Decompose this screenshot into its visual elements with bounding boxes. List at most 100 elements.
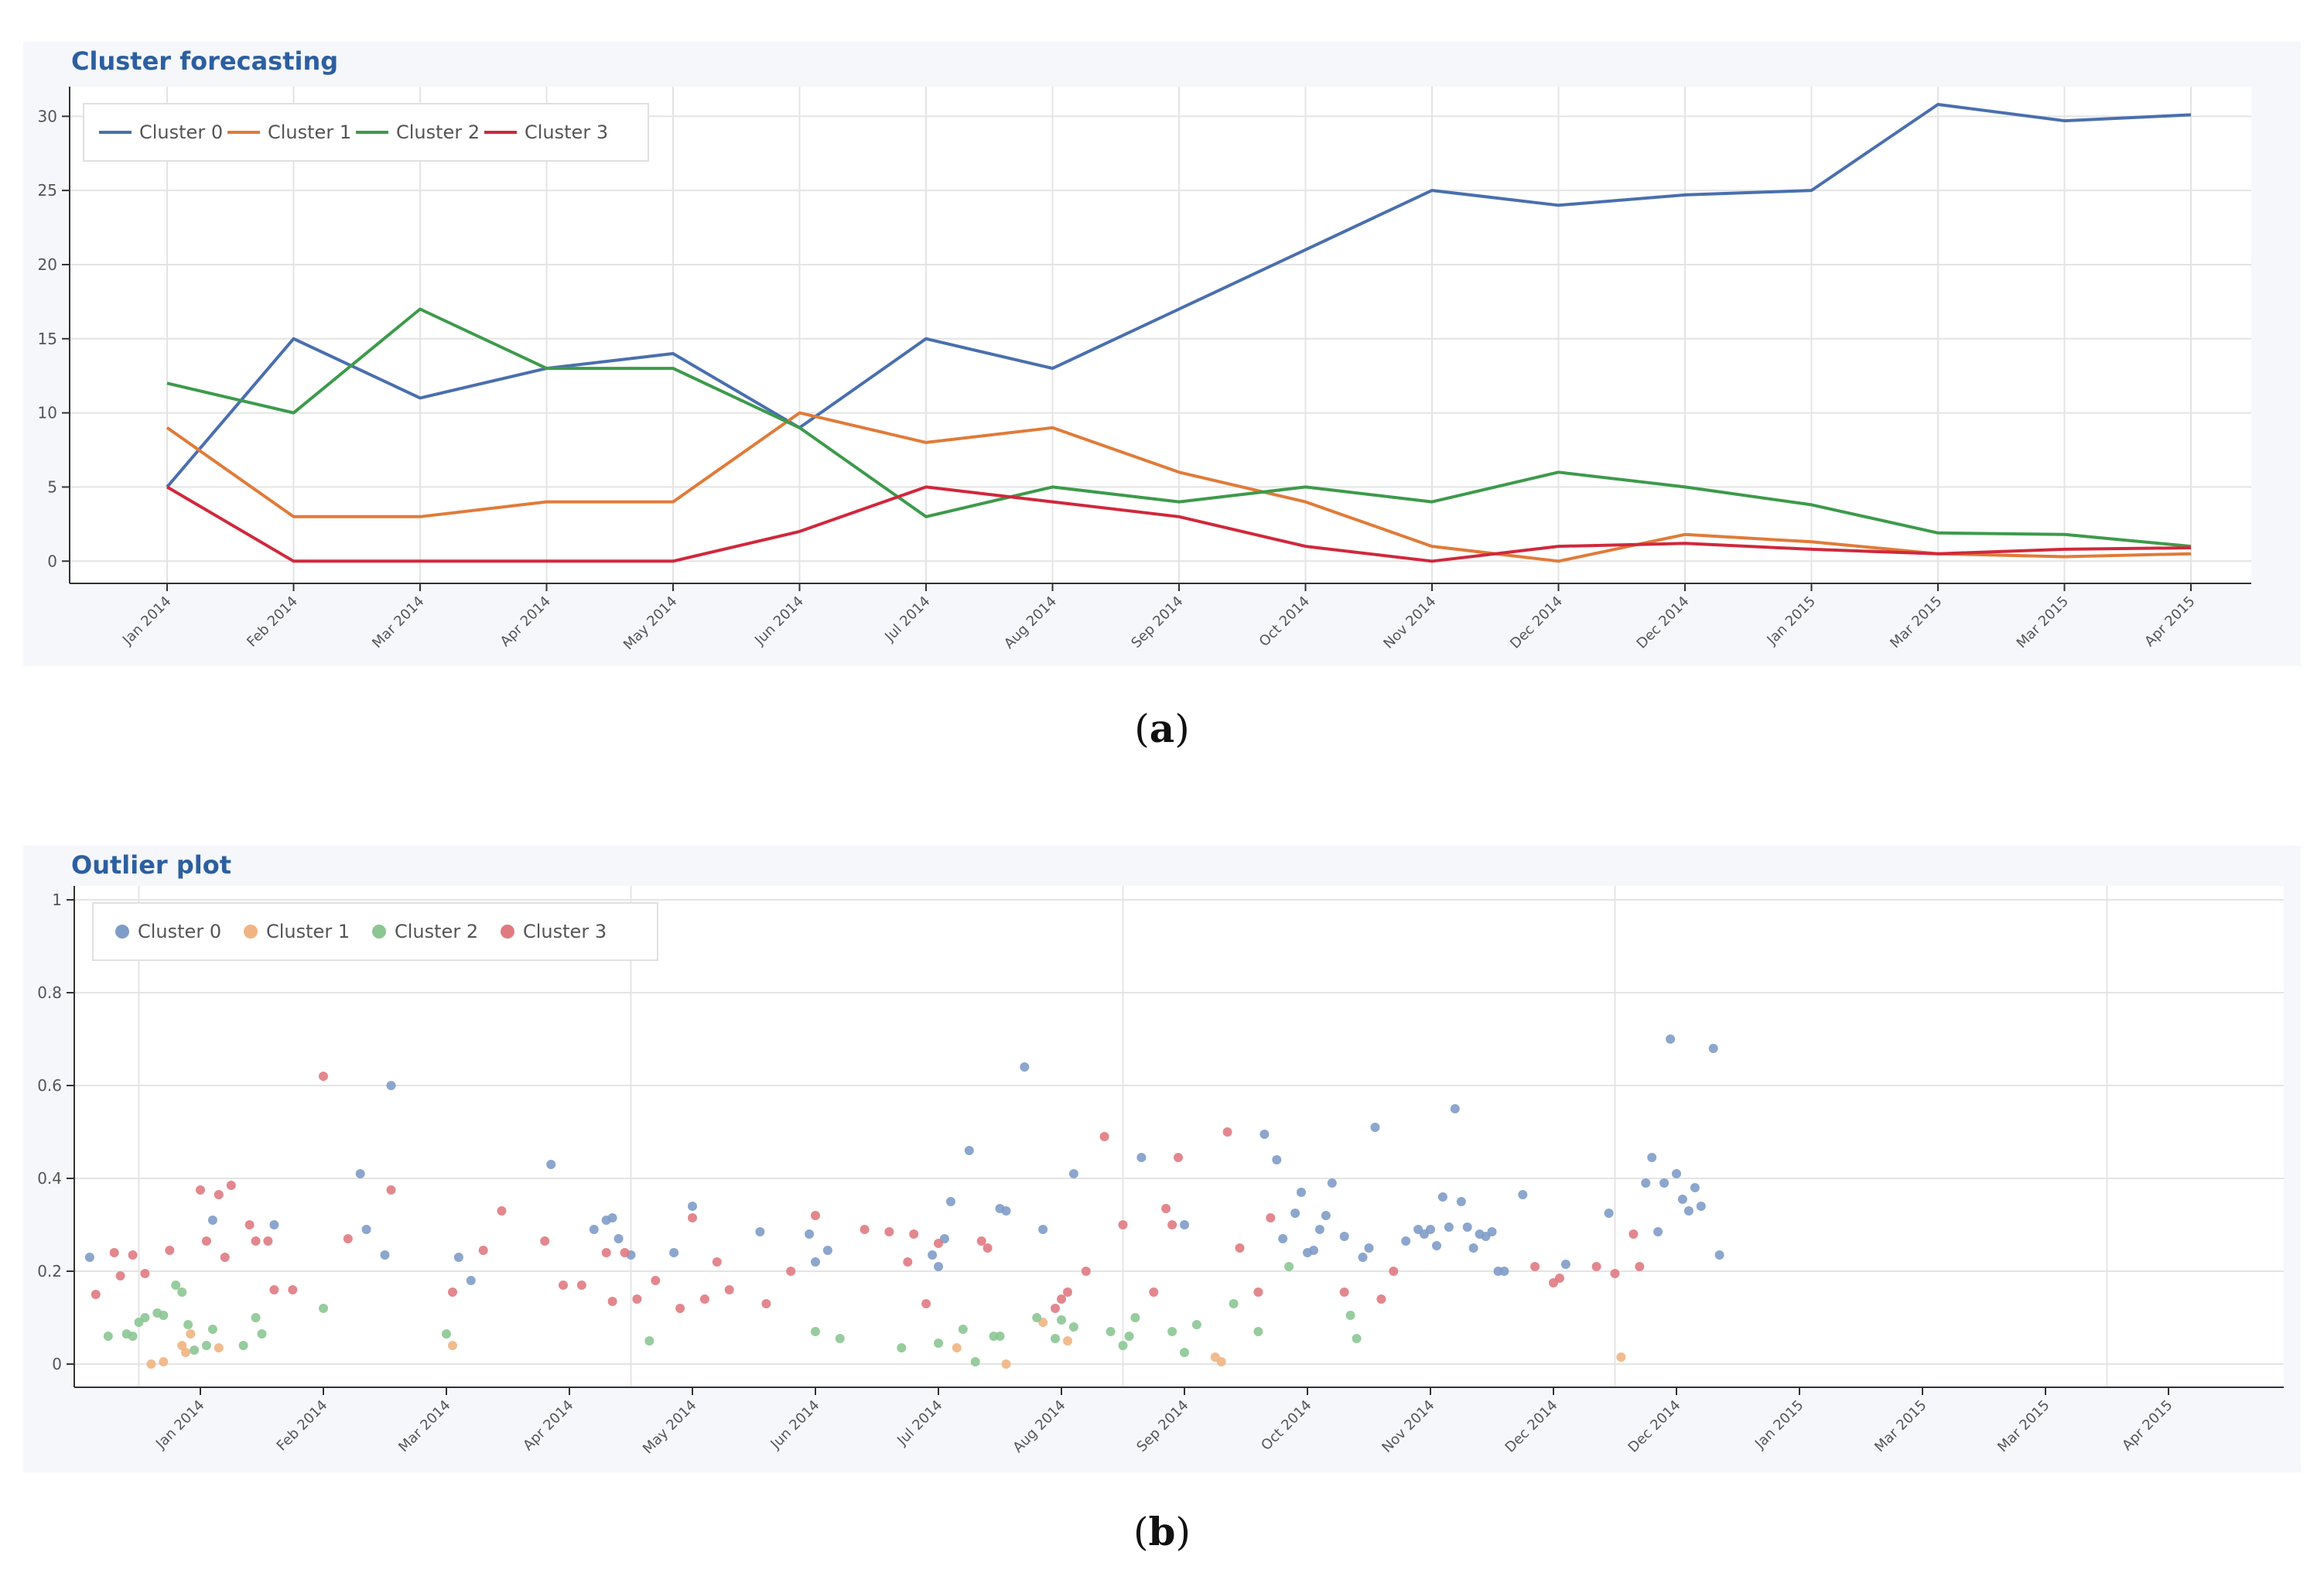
scatter-point: [1444, 1222, 1454, 1232]
scatter-point: [1222, 1127, 1232, 1137]
scatter-point: [497, 1206, 507, 1216]
scatter-point: [128, 1250, 138, 1260]
scatter-point: [675, 1304, 685, 1313]
scatter-point: [453, 1253, 463, 1262]
y-tick-label: 20: [38, 255, 57, 274]
scatter-point: [1468, 1243, 1478, 1253]
x-tick-label: May 2014: [620, 593, 681, 654]
legend-label: Cluster 3: [525, 121, 608, 143]
scatter-point: [1001, 1206, 1011, 1216]
scatter-point: [1118, 1341, 1128, 1350]
scatter-point: [934, 1339, 943, 1348]
scatter-point: [442, 1329, 451, 1339]
scatter-point: [1339, 1287, 1349, 1297]
x-tick-label: Jun 2014: [767, 1397, 823, 1453]
scatter-point: [128, 1332, 138, 1341]
scatter-point: [171, 1281, 181, 1290]
scatter-point: [644, 1336, 654, 1346]
legend-swatch: [244, 925, 258, 939]
scatter-point: [934, 1262, 943, 1271]
scatter-point: [945, 1197, 955, 1206]
x-tick-label: Aug 2014: [1010, 1397, 1068, 1456]
scatter-point: [177, 1341, 187, 1350]
legend-label: Cluster 0: [138, 921, 221, 942]
scatter-point: [1604, 1209, 1614, 1218]
scatter-point: [607, 1297, 617, 1306]
scatter-point: [1635, 1262, 1645, 1271]
scatter-point: [1426, 1225, 1435, 1234]
y-tick-label: 0: [52, 1355, 62, 1373]
scatter-point: [811, 1327, 820, 1336]
scatter-point: [1647, 1153, 1657, 1162]
scatter-point: [1063, 1336, 1072, 1346]
scatter-point: [1057, 1315, 1066, 1325]
scatter-point: [805, 1229, 815, 1239]
scatter-point: [970, 1357, 980, 1366]
scatter-point: [1180, 1220, 1189, 1229]
x-tick-label: Mar 2015: [1994, 1397, 2052, 1455]
scatter-point: [109, 1248, 119, 1257]
scatter-point: [1560, 1260, 1570, 1269]
x-tick-label: Apr 2014: [520, 1397, 576, 1454]
scatter-point: [1683, 1206, 1693, 1216]
scatter-point: [1272, 1155, 1282, 1164]
scatter-point: [115, 1271, 125, 1281]
scatter-point: [1456, 1197, 1466, 1206]
scatter-point: [1038, 1225, 1048, 1234]
scatter-point: [958, 1325, 968, 1334]
outlier-chart: 0 0.2 0.4 0.6 0.8 1 Jan 2014 Feb 2014 Mar 2014 Ap…: [37, 886, 2284, 1458]
y-tick-label: 30: [38, 107, 57, 125]
scatter-point: [1284, 1262, 1294, 1271]
scatter-point: [1389, 1267, 1399, 1276]
scatter-point: [909, 1229, 919, 1239]
x-tick-label: Jan 2014: [119, 593, 175, 649]
scatter-point: [822, 1246, 832, 1255]
scatter-point: [688, 1213, 697, 1222]
scatter-point: [1401, 1236, 1411, 1246]
scatter-point: [934, 1239, 943, 1248]
scatter-point: [1057, 1294, 1066, 1304]
scatter-point: [1714, 1250, 1724, 1260]
scatter-point: [669, 1248, 679, 1257]
scatter-point: [1432, 1241, 1441, 1250]
scatter-point: [1081, 1267, 1091, 1276]
scatter-point: [786, 1267, 796, 1276]
scatter-point: [1708, 1044, 1718, 1053]
scatter-point: [1124, 1332, 1134, 1341]
scatter-point: [91, 1290, 101, 1299]
legend-label: Cluster 1: [266, 921, 350, 942]
scatter-point: [319, 1072, 328, 1081]
scatter-point: [1068, 1322, 1078, 1332]
x-tick-label: Sep 2014: [1133, 1397, 1191, 1455]
x-tick-label: Apr 2015: [2141, 593, 2198, 650]
scatter-point: [466, 1276, 476, 1285]
scatter-point: [1063, 1287, 1072, 1297]
scatter-point: [269, 1220, 279, 1229]
scatter-point: [1370, 1123, 1380, 1132]
legend-swatch: [372, 925, 386, 939]
scatter-point: [1376, 1294, 1386, 1304]
scatter-point: [1229, 1299, 1239, 1308]
scatter-point: [159, 1357, 169, 1366]
scatter-point: [201, 1341, 211, 1350]
scatter-point: [1352, 1334, 1362, 1343]
scatter-point: [632, 1294, 642, 1304]
scatter-point: [1149, 1287, 1159, 1297]
x-tick-label: Dec 2014: [1625, 1397, 1684, 1456]
legend-swatch: [115, 925, 129, 939]
series-line: [166, 103, 2192, 488]
scatter-point: [386, 1081, 396, 1090]
scatter-point: [589, 1225, 599, 1234]
y-tick-label: 0: [47, 552, 57, 570]
scatter-point: [288, 1285, 298, 1294]
scatter-point: [361, 1225, 371, 1234]
scatter-point: [860, 1225, 870, 1234]
scatter-point: [755, 1227, 765, 1236]
scatter-point: [1672, 1169, 1681, 1178]
scatter-point: [1314, 1225, 1324, 1234]
x-tick-label: May 2014: [640, 1397, 700, 1458]
x-tick-label: Jan 2015: [1752, 1397, 1807, 1453]
scatter-point: [186, 1329, 196, 1339]
scatter-point: [546, 1160, 556, 1169]
scatter-point: [1653, 1227, 1663, 1236]
